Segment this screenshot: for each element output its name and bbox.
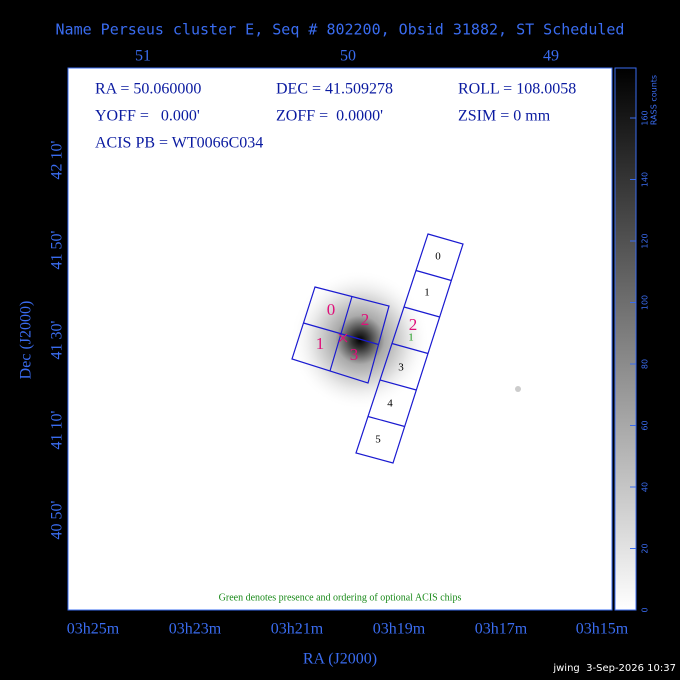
- acis-i-outline: [291, 286, 390, 384]
- acis-s-label: 5: [375, 434, 381, 446]
- colorbar-tick-label: 0: [641, 607, 650, 612]
- acis-s-array: [355, 233, 464, 464]
- info-acis-pb: ACIS PB = WT0066C034: [95, 135, 263, 152]
- acis-i-label: 2: [361, 310, 370, 329]
- acis-i-label: 3: [350, 345, 359, 364]
- colorbar-tick-label: 140: [641, 172, 650, 187]
- top-tick-label: 50: [340, 48, 356, 65]
- info-ra: RA = 50.060000: [95, 81, 201, 98]
- note: Green denotes presence and ordering of o…: [219, 592, 462, 603]
- acis-s-divider: [403, 306, 440, 318]
- acis-i-array: [291, 286, 390, 384]
- colorbar-tick-label: 20: [641, 543, 650, 553]
- left-tick-label: 41 50': [49, 230, 66, 269]
- acis-s-divider: [367, 415, 405, 428]
- info-dec: DEC = 41.509278: [276, 81, 393, 98]
- acis-s-label: 4: [387, 398, 393, 410]
- acis-i-label: 0: [327, 300, 336, 319]
- top-tick-label: 51: [135, 48, 151, 65]
- colorbar-tick-label: 60: [641, 420, 650, 430]
- optional-chip-label: 1: [408, 332, 414, 344]
- info-yoff: YOFF = 0.000': [95, 108, 200, 125]
- colorbar-ticks: 0 20 40 60 80 100 120 140 160: [630, 110, 650, 613]
- bottom-tick-label: 03h25m: [67, 621, 120, 638]
- colorbar-tick-label: 160: [641, 110, 650, 125]
- selected-chip-label: 2: [409, 315, 418, 334]
- acis-s-divider: [391, 342, 429, 355]
- bottom-tick-label: 03h19m: [373, 621, 426, 638]
- acis-s-divider: [415, 269, 452, 282]
- acis-s-label: 0: [435, 251, 441, 263]
- left-tick-label: 41 10': [49, 410, 66, 449]
- footer: jwing 3-Sep-2026 10:37: [552, 663, 676, 674]
- left-tick-label: 40 50': [49, 500, 66, 539]
- info-zoff: ZOFF = 0.0000': [276, 108, 383, 125]
- acis-s-divider: [379, 379, 417, 391]
- left-tick-label: 42 10': [49, 140, 66, 179]
- point-source: [515, 386, 521, 392]
- y-axis-label: Dec (J2000): [18, 301, 35, 380]
- title: Name Perseus cluster E, Seq # 802200, Ob…: [56, 21, 625, 39]
- aimpoint: [338, 333, 348, 343]
- colorbar: [614, 67, 637, 611]
- bottom-tick-label: 03h21m: [271, 621, 324, 638]
- colorbar-tick-label: 100: [641, 295, 650, 310]
- bottom-tick-label: 03h15m: [576, 621, 629, 638]
- info-roll: ROLL = 108.0058: [458, 81, 576, 98]
- info-zsim: ZSIM = 0 mm: [458, 108, 551, 125]
- colorbar-tick-label: 40: [641, 482, 650, 492]
- source-emission: [290, 270, 430, 410]
- acis-i-divider: [303, 322, 379, 346]
- acis-i-label: 1: [316, 334, 325, 353]
- acis-s-label: 1: [424, 287, 430, 299]
- acis-s-label: 3: [398, 362, 404, 374]
- x-axis-label: RA (J2000): [303, 651, 377, 668]
- colorbar-label: RASS counts: [650, 75, 659, 125]
- bottom-tick-label: 03h17m: [475, 621, 528, 638]
- colorbar-tick-label: 120: [641, 233, 650, 248]
- left-tick-label: 41 30': [49, 320, 66, 359]
- bottom-tick-label: 03h23m: [169, 621, 222, 638]
- colorbar-tick-label: 80: [641, 359, 650, 369]
- top-tick-label: 49: [543, 48, 559, 65]
